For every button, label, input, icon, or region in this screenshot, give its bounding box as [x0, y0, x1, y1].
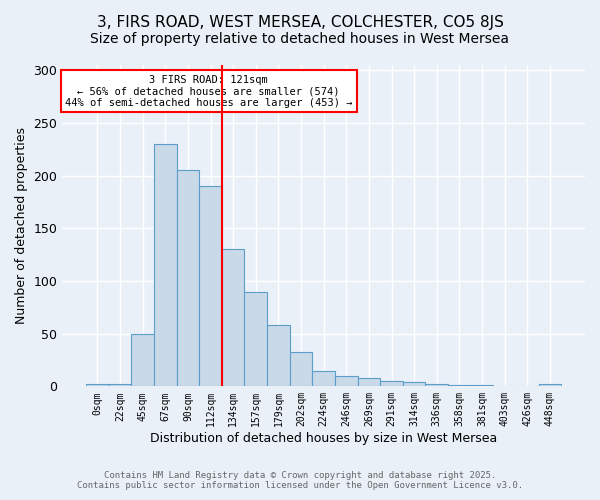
X-axis label: Distribution of detached houses by size in West Mersea: Distribution of detached houses by size …	[150, 432, 497, 445]
Bar	[358, 378, 380, 386]
Bar	[244, 292, 267, 386]
Bar	[109, 384, 131, 386]
Bar	[539, 384, 561, 386]
Bar	[425, 384, 448, 386]
Text: 3 FIRS ROAD: 121sqm
← 56% of detached houses are smaller (574)
44% of semi-detac: 3 FIRS ROAD: 121sqm ← 56% of detached ho…	[65, 74, 352, 108]
Bar	[380, 381, 403, 386]
Bar	[403, 382, 425, 386]
Bar	[335, 376, 358, 386]
Text: Size of property relative to detached houses in West Mersea: Size of property relative to detached ho…	[91, 32, 509, 46]
Bar	[290, 352, 313, 386]
Bar	[222, 250, 244, 386]
Bar	[154, 144, 176, 386]
Bar	[267, 325, 290, 386]
Bar	[131, 334, 154, 386]
Bar	[199, 186, 222, 386]
Bar	[86, 384, 109, 386]
Y-axis label: Number of detached properties: Number of detached properties	[15, 127, 28, 324]
Text: 3, FIRS ROAD, WEST MERSEA, COLCHESTER, CO5 8JS: 3, FIRS ROAD, WEST MERSEA, COLCHESTER, C…	[97, 15, 503, 30]
Bar	[176, 170, 199, 386]
Bar	[313, 370, 335, 386]
Text: Contains HM Land Registry data © Crown copyright and database right 2025.
Contai: Contains HM Land Registry data © Crown c…	[77, 470, 523, 490]
